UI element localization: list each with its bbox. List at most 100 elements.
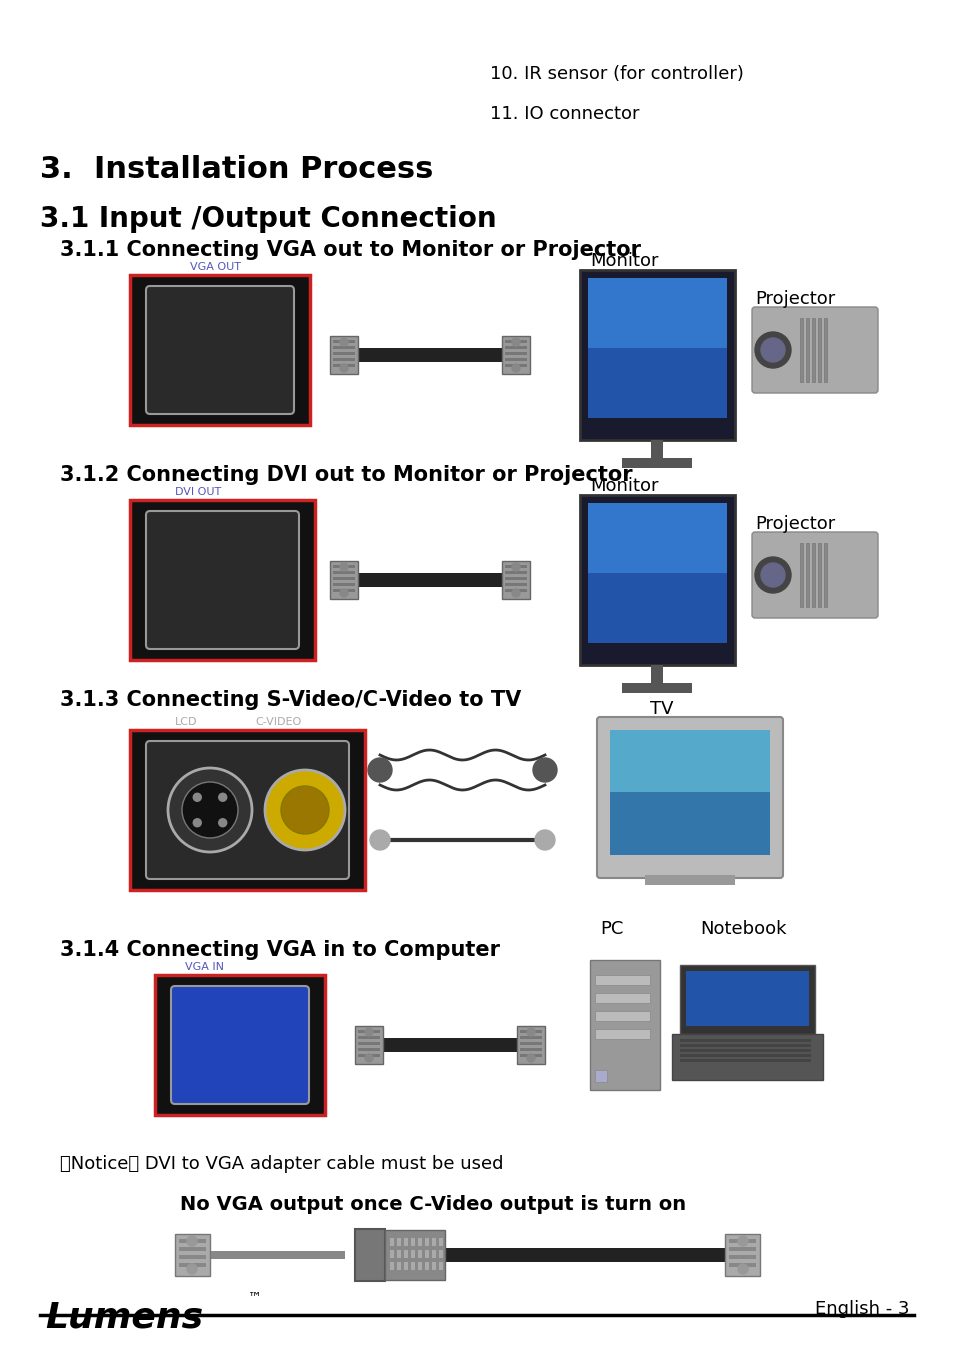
Bar — [679, 1039, 810, 1042]
Circle shape — [365, 1028, 373, 1037]
Text: DVI OUT: DVI OUT — [174, 486, 221, 497]
Bar — [333, 583, 355, 585]
Bar — [817, 318, 821, 382]
Text: ™: ™ — [248, 1290, 262, 1304]
Bar — [355, 1026, 382, 1064]
Bar — [130, 500, 314, 660]
Bar — [650, 440, 662, 459]
Bar — [396, 1251, 400, 1257]
Bar — [595, 1070, 606, 1083]
Bar — [587, 278, 726, 417]
Bar — [130, 730, 365, 890]
Bar — [357, 1054, 379, 1057]
Bar — [357, 1042, 379, 1045]
Circle shape — [535, 831, 555, 850]
Bar — [411, 1238, 415, 1247]
Bar — [823, 318, 826, 382]
Text: 11. IO connector: 11. IO connector — [490, 104, 639, 123]
Circle shape — [193, 793, 201, 801]
Bar — [817, 543, 821, 607]
Bar — [823, 543, 826, 607]
Text: TV: TV — [649, 701, 673, 718]
Bar — [609, 730, 769, 855]
Bar — [504, 577, 526, 580]
FancyBboxPatch shape — [146, 286, 294, 415]
FancyBboxPatch shape — [751, 308, 877, 393]
Text: PC: PC — [599, 920, 622, 938]
Text: Projector: Projector — [754, 515, 835, 533]
Circle shape — [370, 831, 390, 850]
Circle shape — [754, 332, 790, 369]
Bar — [424, 1251, 429, 1257]
Bar — [501, 561, 530, 599]
Circle shape — [182, 782, 237, 837]
Bar — [728, 1238, 755, 1243]
Circle shape — [187, 1236, 196, 1247]
Bar — [504, 352, 526, 355]
Bar — [330, 561, 357, 599]
Text: 3.  Installation Process: 3. Installation Process — [40, 154, 433, 184]
Bar — [504, 346, 526, 350]
Bar — [390, 1262, 394, 1270]
Text: Lumens: Lumens — [45, 1299, 203, 1335]
Bar — [724, 1234, 760, 1276]
Bar — [587, 503, 726, 573]
Bar — [130, 275, 310, 425]
Circle shape — [339, 562, 348, 570]
Bar — [519, 1042, 541, 1045]
Bar — [357, 573, 501, 587]
Circle shape — [193, 818, 201, 827]
Bar — [417, 1238, 421, 1247]
Bar — [587, 278, 726, 348]
Bar — [333, 565, 355, 568]
Bar — [504, 358, 526, 360]
Bar — [519, 1037, 541, 1039]
Bar — [579, 270, 734, 440]
Bar — [432, 1262, 436, 1270]
Bar — [587, 503, 726, 644]
Bar — [504, 364, 526, 367]
Bar — [621, 458, 691, 467]
Bar — [438, 1238, 442, 1247]
Circle shape — [526, 1028, 535, 1037]
Circle shape — [281, 786, 329, 833]
Bar — [432, 1238, 436, 1247]
Circle shape — [512, 589, 519, 598]
Text: 3.1.4 Connecting VGA in to Computer: 3.1.4 Connecting VGA in to Computer — [60, 940, 499, 959]
Bar — [728, 1263, 755, 1267]
Bar — [154, 976, 325, 1115]
Circle shape — [512, 562, 519, 570]
Bar — [417, 1262, 421, 1270]
Bar — [504, 583, 526, 585]
Text: English - 3: English - 3 — [815, 1299, 909, 1318]
Bar — [330, 336, 357, 374]
Circle shape — [168, 768, 252, 852]
Circle shape — [512, 337, 519, 346]
Circle shape — [218, 818, 227, 827]
Bar — [357, 1037, 379, 1039]
Text: C-VIDEO: C-VIDEO — [254, 717, 301, 728]
Bar — [504, 565, 526, 568]
Bar — [609, 730, 769, 793]
Bar — [390, 1238, 394, 1247]
Text: 3.1 Input /Output Connection: 3.1 Input /Output Connection — [40, 205, 497, 233]
Circle shape — [339, 589, 348, 598]
Bar — [417, 1251, 421, 1257]
Circle shape — [365, 1054, 373, 1062]
Bar — [179, 1247, 206, 1251]
Bar — [501, 336, 530, 374]
Bar — [385, 1230, 444, 1280]
Bar — [438, 1262, 442, 1270]
Bar — [396, 1262, 400, 1270]
Circle shape — [339, 364, 348, 373]
Bar — [333, 340, 355, 343]
Bar — [411, 1262, 415, 1270]
Bar — [357, 1047, 379, 1051]
Bar — [179, 1263, 206, 1267]
Bar — [800, 318, 802, 382]
Bar — [403, 1262, 408, 1270]
Bar — [333, 589, 355, 592]
Circle shape — [533, 757, 557, 782]
Bar — [333, 570, 355, 575]
Bar — [728, 1255, 755, 1259]
